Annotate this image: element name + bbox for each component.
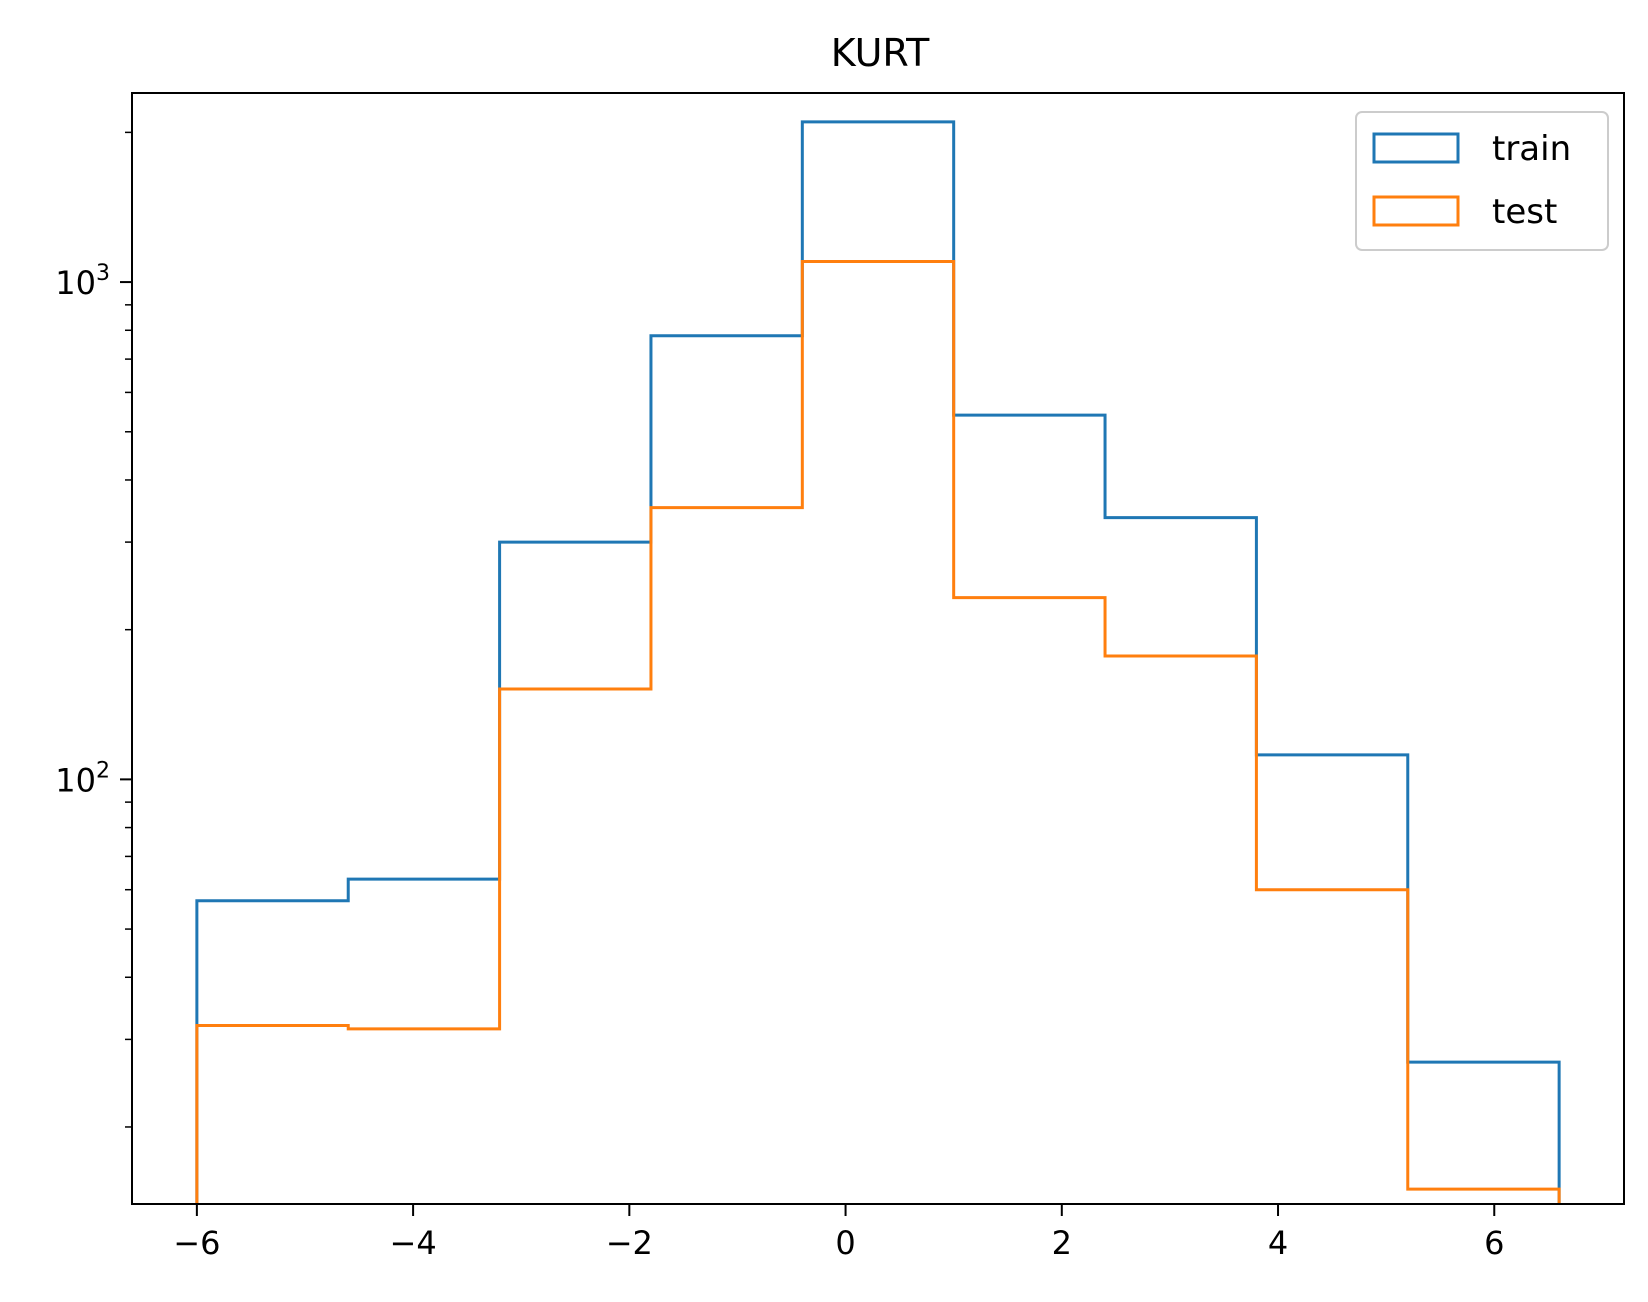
- chart-title: KURT: [831, 31, 930, 75]
- y-tick-label: 102: [55, 758, 110, 799]
- legend-label-train: train: [1492, 129, 1571, 169]
- series-layer: [197, 122, 1559, 1214]
- x-tick-label: 6: [1484, 1224, 1504, 1262]
- legend-label-test: test: [1492, 192, 1557, 232]
- plot-frame: [132, 93, 1624, 1204]
- x-tick-label: −6: [173, 1224, 220, 1262]
- axes-layer: −6 −4 −2 0 2 4 6 102 103: [55, 93, 1624, 1262]
- legend: train test: [1356, 112, 1608, 250]
- x-tick-label: −2: [606, 1224, 653, 1262]
- x-tick-label: 0: [835, 1224, 855, 1262]
- x-tick-label: −4: [390, 1224, 437, 1262]
- x-tick-label: 2: [1052, 1224, 1072, 1262]
- x-tick-label: 4: [1268, 1224, 1288, 1262]
- histogram-series-test: [197, 261, 1559, 1214]
- y-tick-label: 103: [55, 261, 110, 302]
- histogram-series-train: [197, 122, 1559, 1214]
